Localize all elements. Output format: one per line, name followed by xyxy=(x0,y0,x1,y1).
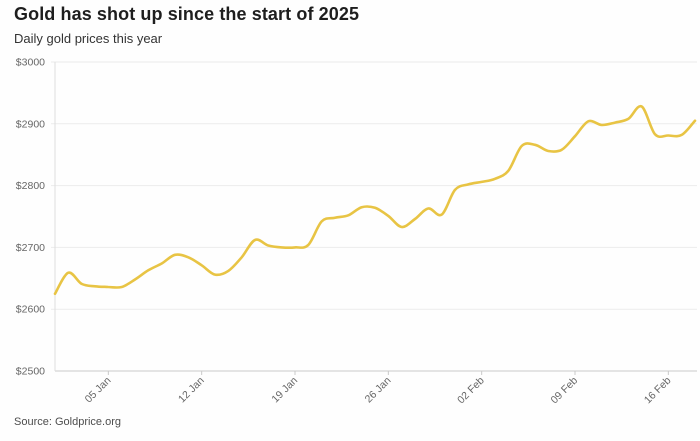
y-axis-label: $2500 xyxy=(16,366,45,378)
gold-price-line xyxy=(53,104,697,296)
chart-subtitle: Daily gold prices this year xyxy=(14,31,163,46)
y-axis-label: $2900 xyxy=(16,118,45,130)
x-axis-label: 16 Feb xyxy=(642,375,674,407)
x-axis-label: 26 Jan xyxy=(363,375,394,406)
x-axis-label: 19 Jan xyxy=(269,375,300,406)
y-axis-label: $2700 xyxy=(16,242,45,254)
x-axis-label: 02 Feb xyxy=(455,375,487,407)
y-axis-label: $2600 xyxy=(16,304,45,316)
x-axis-label: 12 Jan xyxy=(176,375,207,406)
x-axis-label: 09 Feb xyxy=(549,375,581,407)
x-axis-label: 05 Jan xyxy=(83,375,114,406)
y-axis-label: $3000 xyxy=(16,57,45,69)
chart-title: Gold has shot up since the start of 2025 xyxy=(14,4,360,24)
y-axis-label: $2800 xyxy=(16,180,45,192)
source-note: Source: Goldprice.org xyxy=(14,416,121,428)
